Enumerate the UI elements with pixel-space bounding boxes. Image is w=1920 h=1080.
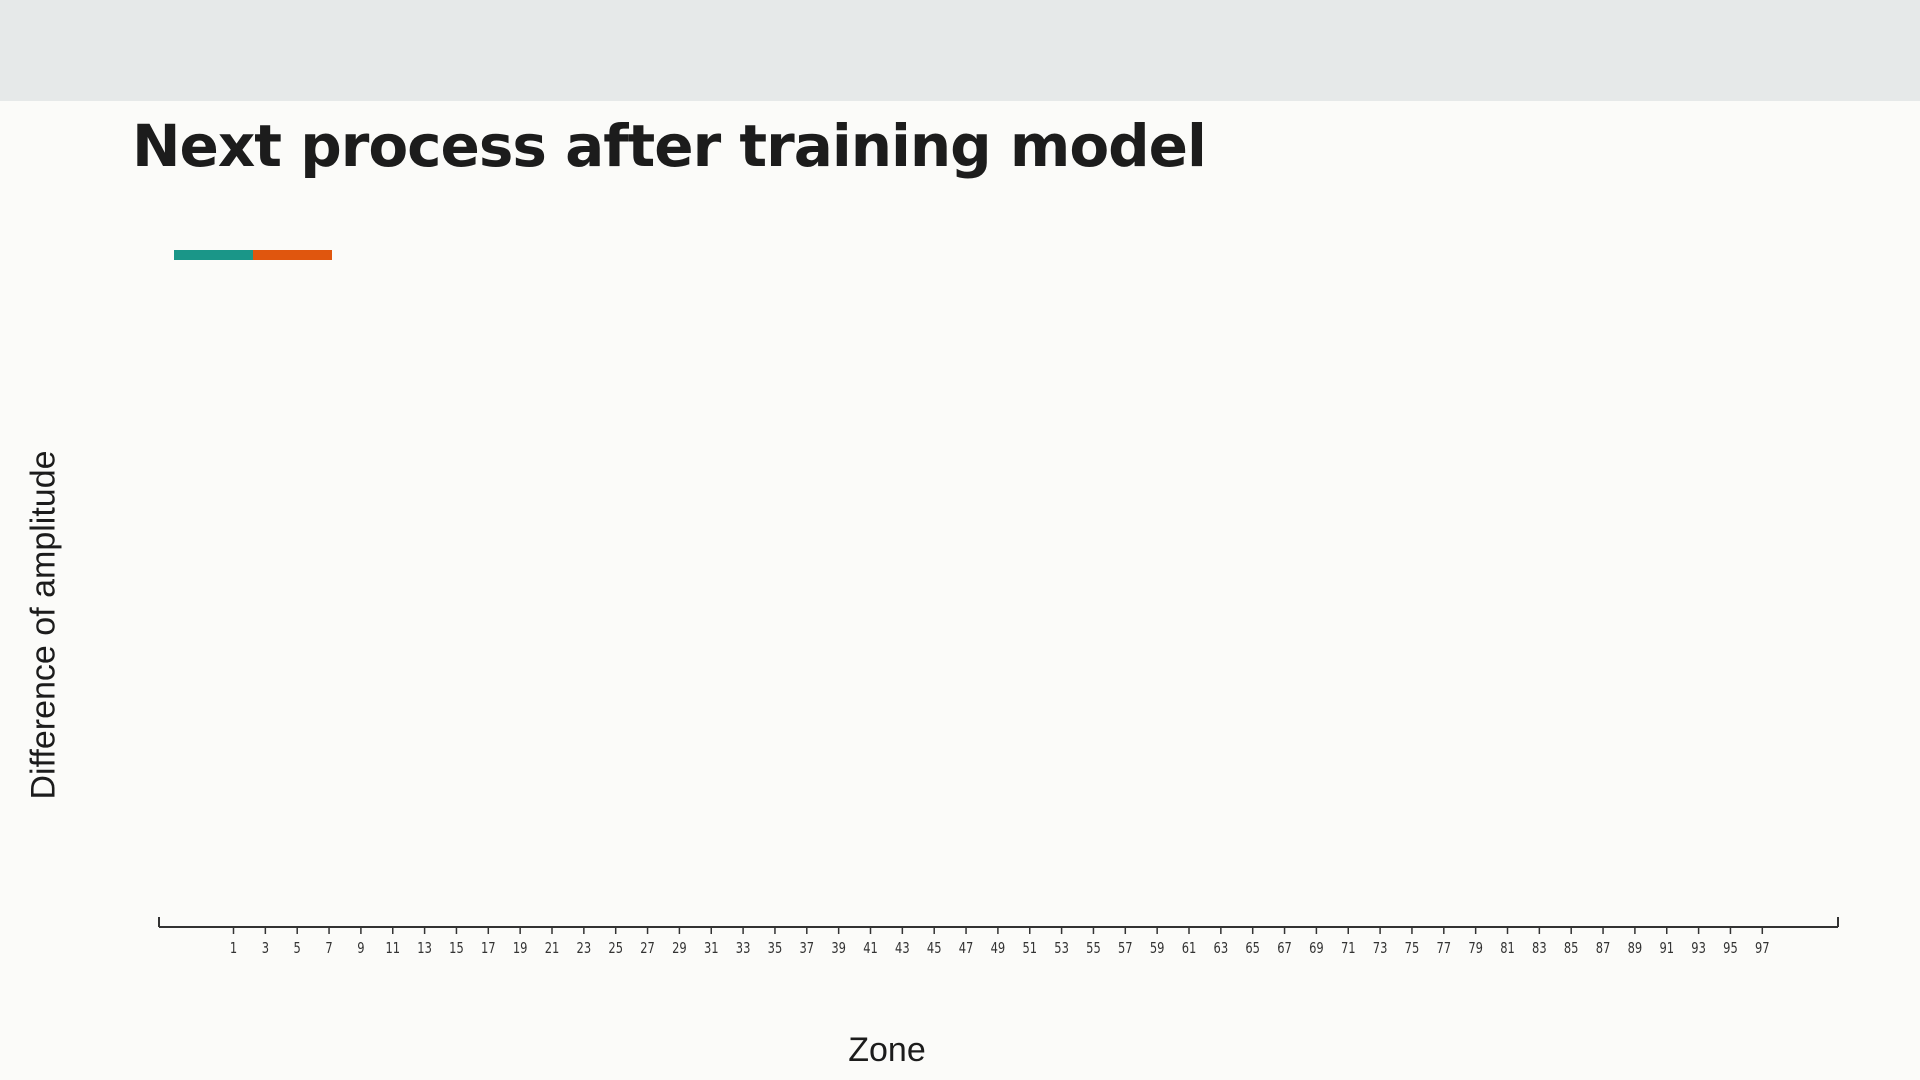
x-tick-label: 35 <box>768 940 783 957</box>
x-tick-label: 25 <box>608 940 623 957</box>
x-tick-label: 63 <box>1214 940 1229 957</box>
accent-bar-orange <box>253 250 332 260</box>
x-tick-label: 91 <box>1659 940 1674 957</box>
x-tick-label: 59 <box>1150 940 1165 957</box>
x-tick-label: 9 <box>357 940 364 957</box>
x-tick-label: 39 <box>831 940 846 957</box>
x-tick-label: 11 <box>385 940 400 957</box>
x-tick-label: 93 <box>1691 940 1706 957</box>
x-tick-label: 75 <box>1405 940 1420 957</box>
x-tick-label: 17 <box>481 940 496 957</box>
x-tick-label: 51 <box>1022 940 1037 957</box>
x-tick-label: 53 <box>1054 940 1069 957</box>
x-tick-label: 5 <box>294 940 301 957</box>
x-tick-label: 65 <box>1245 940 1260 957</box>
x-tick-label: 45 <box>927 940 942 957</box>
x-tick-label: 3 <box>262 940 269 957</box>
x-tick-label: 89 <box>1628 940 1643 957</box>
x-tick-label: 97 <box>1755 940 1770 957</box>
x-tick-label: 23 <box>577 940 592 957</box>
top-band <box>0 0 1920 101</box>
x-tick-label: 47 <box>959 940 974 957</box>
x-tick-label: 95 <box>1723 940 1738 957</box>
x-tick-label: 73 <box>1373 940 1388 957</box>
x-tick-label: 13 <box>417 940 432 957</box>
x-tick-label: 83 <box>1532 940 1547 957</box>
x-tick-label: 79 <box>1468 940 1483 957</box>
page-title: Next process after training model <box>132 112 1207 180</box>
x-tick-label: 77 <box>1437 940 1452 957</box>
x-tick-label: 81 <box>1500 940 1515 957</box>
x-tick-label: 57 <box>1118 940 1133 957</box>
x-tick-label: 43 <box>895 940 910 957</box>
x-tick-label: 29 <box>672 940 687 957</box>
x-tick-label: 71 <box>1341 940 1356 957</box>
x-tick-label: 15 <box>449 940 464 957</box>
x-tick-label: 67 <box>1277 940 1292 957</box>
x-tick-label: 41 <box>863 940 878 957</box>
x-tick-label: 7 <box>325 940 332 957</box>
x-tick-label: 85 <box>1564 940 1579 957</box>
x-tick-label: 55 <box>1086 940 1101 957</box>
x-tick-label: 61 <box>1182 940 1197 957</box>
x-tick-label: 49 <box>991 940 1006 957</box>
x-tick-label: 1 <box>230 940 237 957</box>
x-axis-label: Zone <box>848 1031 926 1069</box>
x-tick-label: 37 <box>800 940 815 957</box>
x-tick-label: 69 <box>1309 940 1324 957</box>
accent-bar-teal <box>174 250 253 260</box>
x-tick-label: 21 <box>545 940 560 957</box>
x-tick-label: 87 <box>1596 940 1611 957</box>
x-tick-label: 27 <box>640 940 655 957</box>
x-tick-label: 33 <box>736 940 751 957</box>
x-tick-label: 19 <box>513 940 528 957</box>
x-tick-label: 31 <box>704 940 719 957</box>
